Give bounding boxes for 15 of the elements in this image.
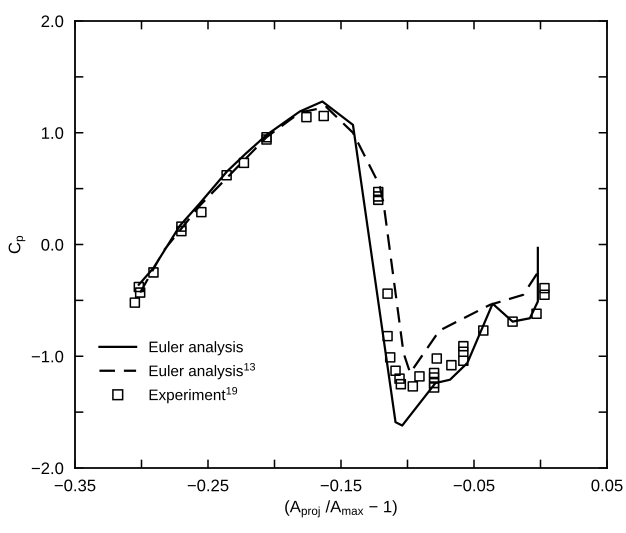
y-tick-label: 1.0 (42, 127, 64, 139)
legend-label: Euler analysis$^{13}$ (150, 362, 256, 380)
x-tick-label: −0.35 (54, 480, 96, 492)
y-tick-label: −2.0 (32, 462, 64, 474)
legend-label: Experiment$^{19}$ (150, 386, 238, 404)
x-tick-label: −0.05 (454, 480, 494, 492)
y-tick-label: 2.0 (42, 15, 64, 28)
legend-label: Euler analysis (150, 341, 243, 356)
y-axis-title: C$_{p}$ (8, 236, 26, 254)
x-tick-label: 0.05 (591, 480, 623, 492)
x-tick-label: −0.25 (188, 480, 228, 492)
x-tick-label: −0.15 (320, 480, 362, 492)
y-tick-label: 0.0 (41, 238, 64, 251)
x-axis-title: (A$_{proj}$ /A$_{max}$ − 1) (285, 500, 397, 518)
y-tick-label: −1.0 (32, 350, 64, 362)
